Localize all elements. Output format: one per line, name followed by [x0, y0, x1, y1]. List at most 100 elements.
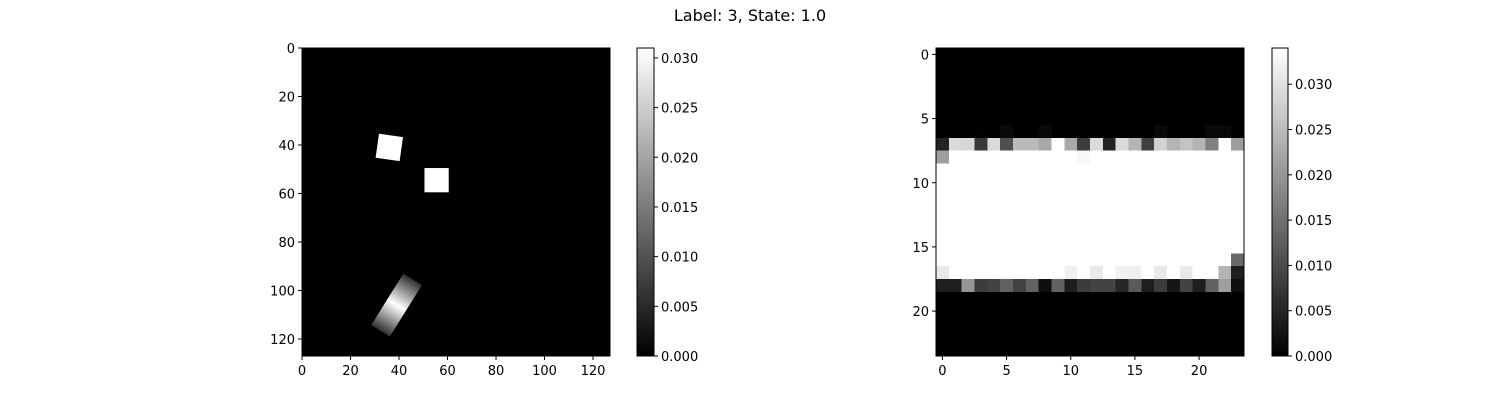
- right-colorbar-tick-label: 0.000: [1295, 350, 1332, 365]
- right-heatmap-cell: [1167, 189, 1181, 203]
- right-heatmap-cell: [1090, 202, 1104, 216]
- right-heatmap-cell: [936, 266, 950, 280]
- right-heatmap-cell: [1218, 125, 1232, 139]
- right-heatmap-cell: [1141, 189, 1155, 203]
- right-heatmap-cell: [1167, 253, 1181, 267]
- right-heatmap-cell: [948, 240, 962, 254]
- right-heatmap-cell: [1090, 253, 1104, 267]
- right-heatmap-cell: [1090, 189, 1104, 203]
- right-heatmap-cell: [948, 214, 962, 228]
- right-heatmap-cell: [1115, 202, 1129, 216]
- right-heatmap-cell: [1064, 266, 1078, 280]
- right-heatmap-cell: [1013, 176, 1027, 190]
- right-heatmap-cell: [1051, 240, 1065, 254]
- left-y-tick-label: 80: [278, 236, 295, 251]
- right-heatmap-cell: [1192, 266, 1206, 280]
- right-heatmap-cell: [1090, 240, 1104, 254]
- right-heatmap-cell: [1051, 253, 1065, 267]
- right-heatmap-cell: [987, 137, 1001, 151]
- left-colorbar-tick-label: 0.020: [661, 151, 698, 166]
- right-heatmap-cell: [1154, 137, 1168, 151]
- right-heatmap-cell: [1167, 266, 1181, 280]
- right-heatmap-cell: [1218, 227, 1232, 241]
- right-heatmap-cell: [961, 202, 975, 216]
- right-colorbar-tick-label: 0.030: [1295, 78, 1332, 93]
- right-heatmap-cell: [1025, 266, 1039, 280]
- right-heatmap-cell: [1000, 279, 1014, 293]
- right-heatmap-cell: [1167, 227, 1181, 241]
- right-colorbar: 0.000 0.005 0.010 0.015 0.020 0.025 0.030: [1271, 47, 1332, 365]
- left-heatmap-square-blob: [375, 133, 404, 162]
- right-heatmap-cell: [1205, 253, 1219, 267]
- right-heatmap-cell: [1205, 202, 1219, 216]
- right-heatmap-cell: [987, 227, 1001, 241]
- right-heatmap-cell: [948, 163, 962, 177]
- right-heatmap-cell: [1192, 214, 1206, 228]
- right-heatmap-cell: [1192, 202, 1206, 216]
- right-heatmap-cell: [1218, 240, 1232, 254]
- right-heatmap-cell: [1064, 279, 1078, 293]
- right-heatmap-cell: [1077, 150, 1091, 164]
- left-x-tick-label: 20: [342, 364, 359, 379]
- right-heatmap-cell: [1167, 279, 1181, 293]
- right-x-tick-label: 0: [938, 364, 946, 379]
- right-heatmap-cell: [1231, 266, 1244, 280]
- right-heatmap-cell: [1115, 253, 1129, 267]
- right-heatmap-cell: [1167, 137, 1181, 151]
- right-heatmap-cell: [1231, 253, 1244, 267]
- right-heatmap-cell: [1077, 176, 1091, 190]
- left-heatmap-gradient-bar: [371, 273, 422, 337]
- right-heatmap-cell: [1038, 163, 1052, 177]
- right-heatmap-cell: [1192, 163, 1206, 177]
- right-heatmap-cell: [1115, 227, 1129, 241]
- right-heatmap-cell: [1102, 150, 1116, 164]
- right-heatmap-cell: [936, 279, 950, 293]
- right-heatmap-cell: [1192, 253, 1206, 267]
- right-heatmap-cell: [1154, 202, 1168, 216]
- right-heatmap-cell: [1102, 266, 1116, 280]
- right-heatmap-cell: [1102, 189, 1116, 203]
- right-heatmap-cell: [1025, 253, 1039, 267]
- left-y-tick-label: 60: [278, 188, 295, 203]
- right-y-tick-label: 0: [921, 48, 929, 63]
- right-heatmap-cell: [1025, 227, 1039, 241]
- right-heatmap-cell: [1013, 227, 1027, 241]
- right-heatmap-cell: [1000, 125, 1014, 139]
- left-colorbar-tick-label: 0.000: [661, 350, 698, 365]
- right-heatmap-cell: [1025, 137, 1039, 151]
- right-heatmap-cell: [1000, 240, 1014, 254]
- right-heatmap-cell: [1077, 240, 1091, 254]
- left-colorbar-tick-label: 0.015: [661, 201, 698, 216]
- left-heatmap-background: [302, 48, 610, 356]
- right-heatmap-cell: [1154, 279, 1168, 293]
- left-x-tick-label: 80: [488, 364, 505, 379]
- right-heatmap-cell: [974, 253, 988, 267]
- right-heatmap-cell: [936, 137, 950, 151]
- right-heatmap-cell: [1051, 279, 1065, 293]
- right-heatmap-cell: [1000, 176, 1014, 190]
- right-heatmap-cell: [1179, 279, 1193, 293]
- right-heatmap-cell: [1013, 253, 1027, 267]
- right-heatmap-cell: [1077, 279, 1091, 293]
- right-heatmap-cell: [1128, 214, 1142, 228]
- right-heatmap-cell: [1000, 150, 1014, 164]
- right-heatmap-cell: [1167, 163, 1181, 177]
- right-heatmap-cell: [1013, 240, 1027, 254]
- right-heatmap-cell: [1102, 137, 1116, 151]
- right-heatmap-cell: [1192, 150, 1206, 164]
- right-heatmap-cell: [1205, 240, 1219, 254]
- right-heatmap-cell: [1090, 227, 1104, 241]
- right-heatmap-cell: [1102, 163, 1116, 177]
- right-heatmap-cell: [1064, 240, 1078, 254]
- right-heatmap-cell: [987, 266, 1001, 280]
- right-heatmap-cell: [1038, 240, 1052, 254]
- right-heatmap-cell: [1038, 150, 1052, 164]
- right-heatmap-cell: [1128, 279, 1142, 293]
- right-heatmap-cell: [987, 163, 1001, 177]
- right-x-tick-label: 20: [1191, 364, 1208, 379]
- right-heatmap-cell: [961, 227, 975, 241]
- right-heatmap-cell: [1115, 189, 1129, 203]
- right-colorbar-gradient: [1271, 47, 1289, 357]
- right-heatmap-cell: [1064, 189, 1078, 203]
